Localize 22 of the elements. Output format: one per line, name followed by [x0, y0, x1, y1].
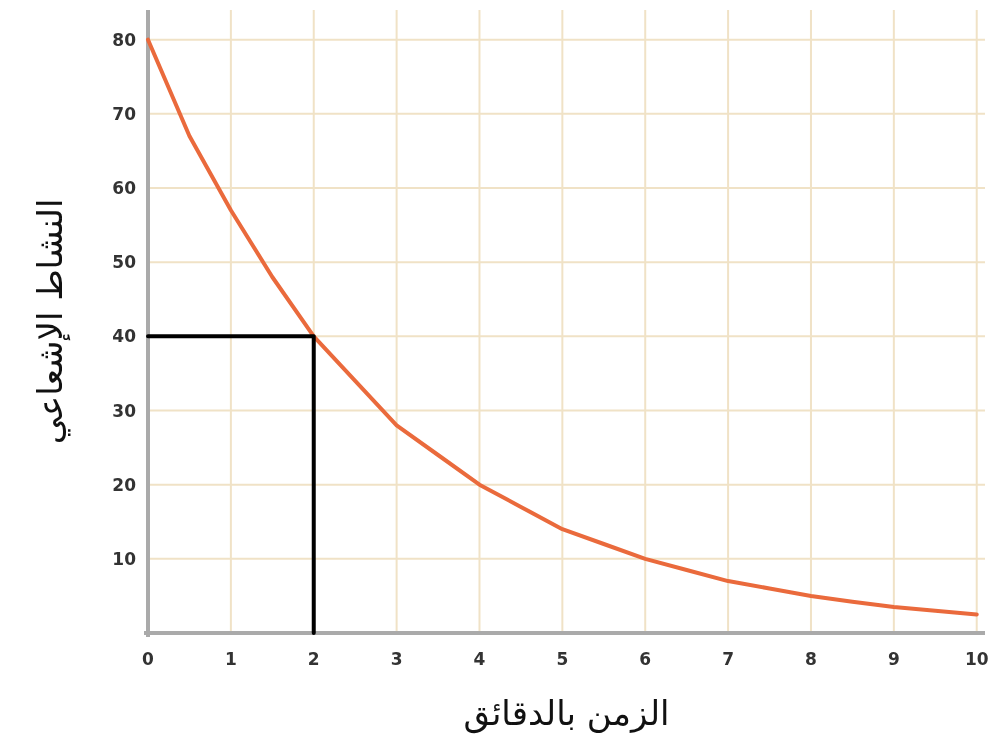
y-axis-title: النشاط الإشعاعي — [30, 198, 71, 445]
y-tick-label: 70 — [112, 103, 137, 124]
x-tick-label: 3 — [390, 649, 403, 669]
x-tick-label: 10 — [964, 649, 989, 669]
y-tick-label: 50 — [112, 252, 137, 273]
x-tick-label: 2 — [307, 649, 320, 669]
x-tick-label: 7 — [722, 649, 735, 669]
x-tick-label: 6 — [639, 649, 652, 669]
x-tick-label: 8 — [805, 649, 817, 669]
y-tick-label: 30 — [112, 400, 137, 421]
y-tick-label: 80 — [112, 29, 137, 50]
y-tick-label: 60 — [112, 178, 137, 198]
x-tick-label: 0 — [142, 649, 155, 669]
x-tick-label: 5 — [556, 649, 569, 669]
y-tick-label: 20 — [112, 474, 137, 495]
line-series — [146, 37, 979, 617]
x-tick-label: 4 — [473, 649, 486, 669]
y-tick-label: 10 — [112, 548, 137, 569]
x-tick-label: 1 — [224, 649, 237, 669]
x-axis-title: الزمن بالدقائق — [463, 693, 670, 734]
y-tick-label: 40 — [112, 326, 137, 347]
x-tick-label: 9 — [887, 649, 900, 669]
